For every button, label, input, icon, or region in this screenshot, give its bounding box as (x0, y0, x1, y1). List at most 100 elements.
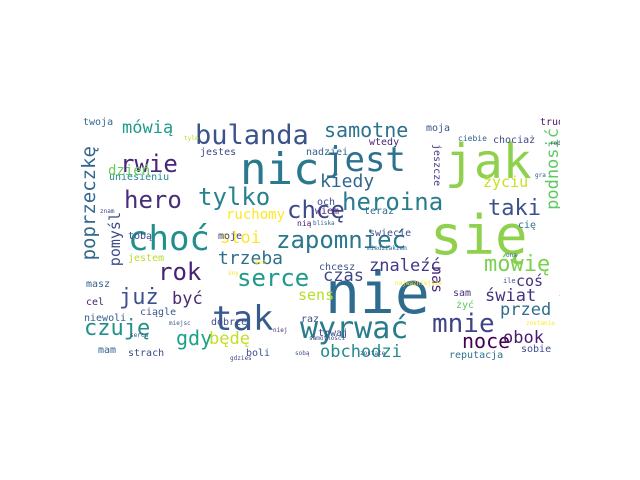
word-swiat: świat (485, 286, 537, 306)
word-masz: masz (86, 279, 111, 290)
word-tylko: tylko (198, 183, 271, 211)
word-tyle: tyle (184, 135, 199, 142)
word-sens: sens (298, 286, 335, 304)
word-mowia: mówią (122, 118, 174, 138)
word-boli: boli (246, 348, 271, 359)
word-reputacja: reputacja (449, 350, 504, 361)
word-juz: już (119, 285, 159, 310)
word-strach: strach (128, 348, 165, 359)
word-mnie: mnie (432, 309, 495, 339)
word-czuje: czuję (84, 316, 151, 341)
word-jestes: jestes (200, 147, 237, 158)
word-samotne: samotne (324, 118, 409, 142)
word-noce: noce (462, 329, 511, 353)
word-rodzi: rodzi (550, 140, 560, 147)
word-jeszcze: jeszcze (431, 144, 442, 187)
word-mam: mam (98, 345, 117, 356)
word-och: och (317, 197, 336, 208)
word-imie: imię (559, 291, 560, 298)
word-zyc: żyć (456, 300, 475, 311)
word-bede: będę (209, 329, 250, 349)
word-ciagle: ciągle (140, 307, 177, 318)
word-wyrwac: wyrwać (300, 311, 409, 346)
word-rwie: rwie (120, 150, 178, 178)
word-najwazniejsze: najważniejsze (395, 280, 442, 287)
word-hero: hero (124, 186, 182, 214)
word-taki: taki (488, 196, 541, 221)
word-sny: sny (228, 270, 239, 277)
word-choc: choć (128, 219, 210, 259)
word-nic: nic (240, 144, 320, 195)
word-trzeba: trzeba (218, 248, 284, 269)
word-bulanda: bulanda (195, 120, 309, 151)
word-jestem: jestem (128, 253, 165, 264)
word-mowie: mówię (484, 252, 551, 277)
word-chce: chcę (287, 196, 345, 224)
word-rok: rok (158, 258, 202, 286)
word-zyciu: życiu (483, 173, 529, 191)
word-tak: tak (212, 299, 274, 339)
word-serca: serca (130, 332, 149, 339)
word-ile: ile (503, 277, 516, 285)
word-miedziakiem: miedziakiem (367, 245, 407, 252)
word-ciebie: ciebie (458, 134, 487, 143)
word-wiem: wiem (315, 206, 340, 217)
word-jest: jest (324, 140, 406, 180)
word-moja: moja (426, 123, 451, 134)
word-czas: czas (323, 266, 364, 286)
word-heroina: heroina (342, 188, 444, 216)
word-cie: cię (518, 220, 537, 231)
word-pomysl: pomyśl (106, 212, 124, 267)
word-wtedy: wtedy (369, 137, 400, 148)
word-przed: przed (500, 300, 552, 320)
word-gdy: gdy (176, 326, 213, 350)
word-tobie: tobą (128, 231, 153, 242)
word-nia: nią (297, 219, 312, 228)
word-cel: cel (86, 297, 105, 308)
word-kiedy: kiedy (320, 171, 375, 192)
word-bez: bez (255, 259, 266, 266)
word-teraz: teraz (364, 206, 395, 217)
word-gdzies: gdzies (230, 355, 252, 362)
word-dobrze: dobrze (211, 317, 248, 328)
word-sie: się (430, 204, 528, 267)
word-cloud: nie się jak nic jest choć tak wyrwać bulanda zapo… (80, 116, 560, 366)
word-sam: sam (453, 288, 472, 299)
word-ona: ona (506, 252, 517, 259)
word-twoja: twoja (83, 117, 114, 128)
word-nas: nas (428, 266, 446, 294)
word-znam: znam (100, 208, 115, 215)
word-obok: obok (503, 328, 544, 348)
word-swiecie: swiecie (369, 228, 412, 239)
word-trudno: trudno (540, 117, 560, 128)
word-raz: raz (301, 314, 320, 325)
word-nadziei: nadziei (306, 147, 349, 158)
word-chociaz: chociaż (493, 135, 536, 146)
word-sobie: sobie (521, 344, 552, 355)
word-byc: być (172, 289, 203, 309)
word-cos: coś (516, 272, 544, 290)
word-serce: serce (237, 264, 310, 292)
word-soba: sobą (295, 350, 310, 357)
word-zapomniec: zapomnieć (276, 226, 407, 254)
word-gra: gra (535, 172, 546, 179)
word-moje: moje (218, 231, 243, 242)
word-ruchomy: ruchomy (226, 207, 286, 223)
word-obchodzi: obchodzi (320, 342, 402, 362)
word-miejsc: miejsc (169, 320, 191, 327)
word-samotnosci: samotności (309, 335, 346, 342)
word-niewoli: niewoli (84, 313, 127, 324)
word-jak: jak (445, 134, 532, 190)
word-niej: niej (273, 327, 288, 334)
word-poprzeczke: poprzeczkę (80, 146, 100, 261)
word-dzien: dzień (108, 163, 151, 179)
word-trwaj: trwaj (318, 328, 349, 339)
word-zostale: zostałe (360, 350, 386, 357)
word-nie: nie (325, 259, 430, 327)
word-stoi: stoi (220, 228, 261, 248)
word-uniesieniu: uniesieniu (109, 172, 170, 183)
word-chcesz: chcesz (319, 262, 356, 273)
word-znalezc: znaleźć (369, 256, 441, 276)
word-bliska: bliska (313, 220, 335, 227)
word-zostanie: zostanie (526, 320, 555, 327)
